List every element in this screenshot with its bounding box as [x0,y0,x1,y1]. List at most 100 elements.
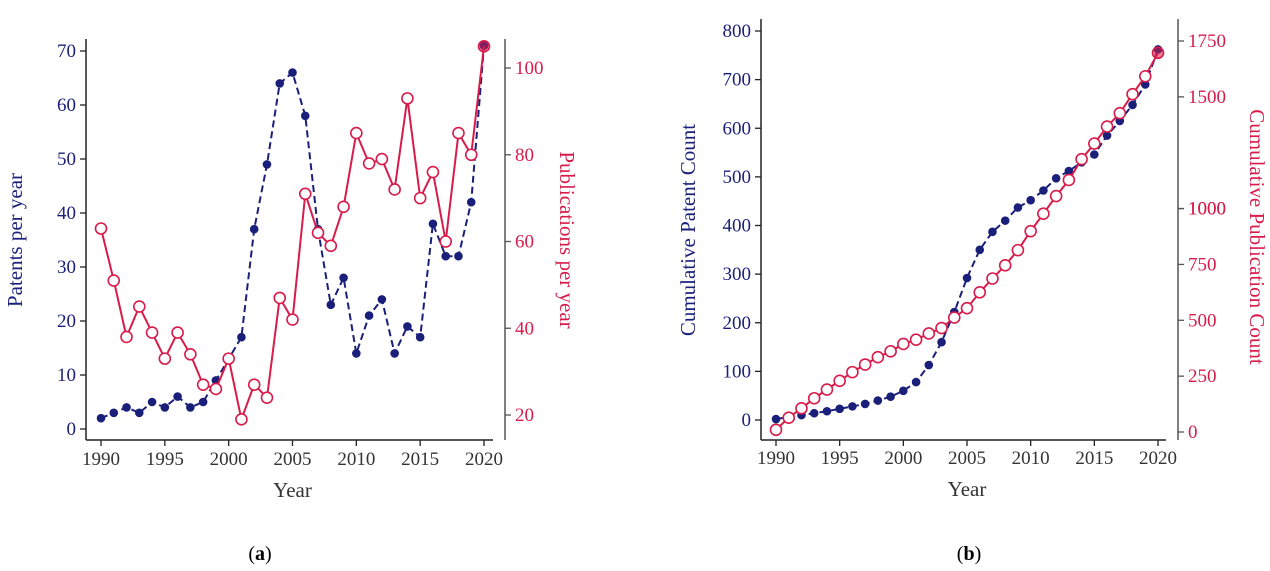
caption-a-open: ( [248,543,255,565]
series-point-0 [466,197,476,207]
series-point-0 [809,408,819,418]
x-tick-label: 2000 [884,448,922,469]
series-point-0 [352,349,361,358]
series-point-1 [1049,189,1063,203]
series-point-1 [1100,120,1114,133]
x-axis-title: Year [948,477,987,501]
series-point-0 [262,160,272,169]
series-point-1 [986,272,999,285]
series-point-1 [196,378,210,391]
series-point-0 [962,273,972,283]
left-tick-label: 20 [57,311,76,332]
left-tick-label: 300 [723,264,752,285]
series-point-1 [94,222,108,235]
series-point-1 [947,311,961,324]
x-tick-label: 1990 [757,448,795,469]
series-point-0 [160,403,170,412]
series-point-0 [109,408,119,418]
series-point-0 [237,332,246,342]
series-point-0 [96,413,106,423]
left-tick-label: 50 [57,149,76,170]
series-point-1 [871,350,885,364]
series-point-0 [428,219,438,229]
panel-b-chart: 1990 1995 2000 2005 2010 2015 2020 Year 0 100 200 3… [676,19,1269,501]
right-axis-title: Cumulative Publication Count [1245,109,1269,365]
series-point-1 [960,301,974,315]
left-tick-label: 100 [723,361,752,382]
caption-a-close: ) [265,543,272,565]
series-point-1 [171,326,184,339]
series-point-1 [1011,243,1025,257]
series-point-1 [120,330,133,344]
series-line-1 [100,46,485,423]
series-point-0 [198,397,208,407]
series-point-1 [184,347,197,361]
series-point-1 [795,402,808,415]
right-tick-label: 20 [515,405,534,426]
series-point-1 [1024,224,1037,238]
series-point-1 [1138,70,1152,83]
series-point-0 [822,406,832,416]
series-point-0 [326,300,336,310]
series-point-0 [1026,195,1035,205]
series-point-1 [1088,137,1101,150]
left-tick-label: 400 [723,216,752,237]
series-point-1 [388,183,401,196]
series-point-1 [439,235,453,248]
series-point-1 [401,92,414,105]
right-tick-label: 80 [515,145,534,166]
series-point-1 [452,126,465,140]
series-point-0 [377,295,387,304]
x-tick-label: 2010 [337,449,375,470]
series-point-0 [860,399,870,409]
series-point-0 [300,111,310,121]
series-point-1 [897,337,910,351]
left-tick-label: 0 [67,419,77,440]
caption-b: (b) [957,543,981,565]
left-axis-title: Cumulative Patent Count [676,124,700,336]
x-tick-label: 2010 [1012,448,1050,469]
left-tick-label: 800 [723,21,752,42]
series-point-0 [1090,150,1099,159]
series-point-1 [1062,173,1076,187]
right-tick-label: 60 [515,232,534,253]
series-point-0 [873,396,883,405]
x-tick-label: 2020 [465,449,503,470]
x-tick-label: 2005 [948,448,986,469]
series-point-0 [415,332,425,342]
series-point-0 [835,404,844,414]
series-point-1 [362,157,376,170]
series-point-1 [820,383,834,396]
right-tick-label: 1500 [1188,87,1226,108]
series-point-0 [186,403,195,412]
series-point-1 [782,411,796,425]
right-tick-label: 40 [515,318,534,339]
left-tick-label: 10 [57,365,76,386]
right-tick-label: 1750 [1188,31,1226,52]
series-point-0 [173,392,182,401]
series-point-1 [909,333,923,347]
series-point-1 [133,300,146,313]
series-point-1 [222,352,235,365]
series-point-0 [441,251,451,261]
series-point-1 [375,152,389,166]
caption-a-letter: a [255,543,265,565]
series-point-0 [975,245,985,255]
x-tick-label: 1990 [82,449,120,470]
series-point-0 [390,349,399,358]
series-point-1 [107,274,121,287]
series-point-1 [922,327,936,340]
series-point-1 [1113,106,1127,120]
series-point-1 [337,200,350,214]
left-tick-label: 70 [57,41,76,62]
series-point-0 [1039,186,1048,195]
x-axis-title: Year [273,478,312,502]
caption-b-open: ( [957,543,964,565]
right-tick-label: 750 [1188,254,1217,275]
series-point-1 [807,391,821,405]
series-point-0 [886,392,895,401]
x-tick-label: 2015 [401,449,439,470]
series-point-1 [158,352,172,365]
series-point-0 [275,79,285,88]
series-point-1 [1037,207,1050,221]
